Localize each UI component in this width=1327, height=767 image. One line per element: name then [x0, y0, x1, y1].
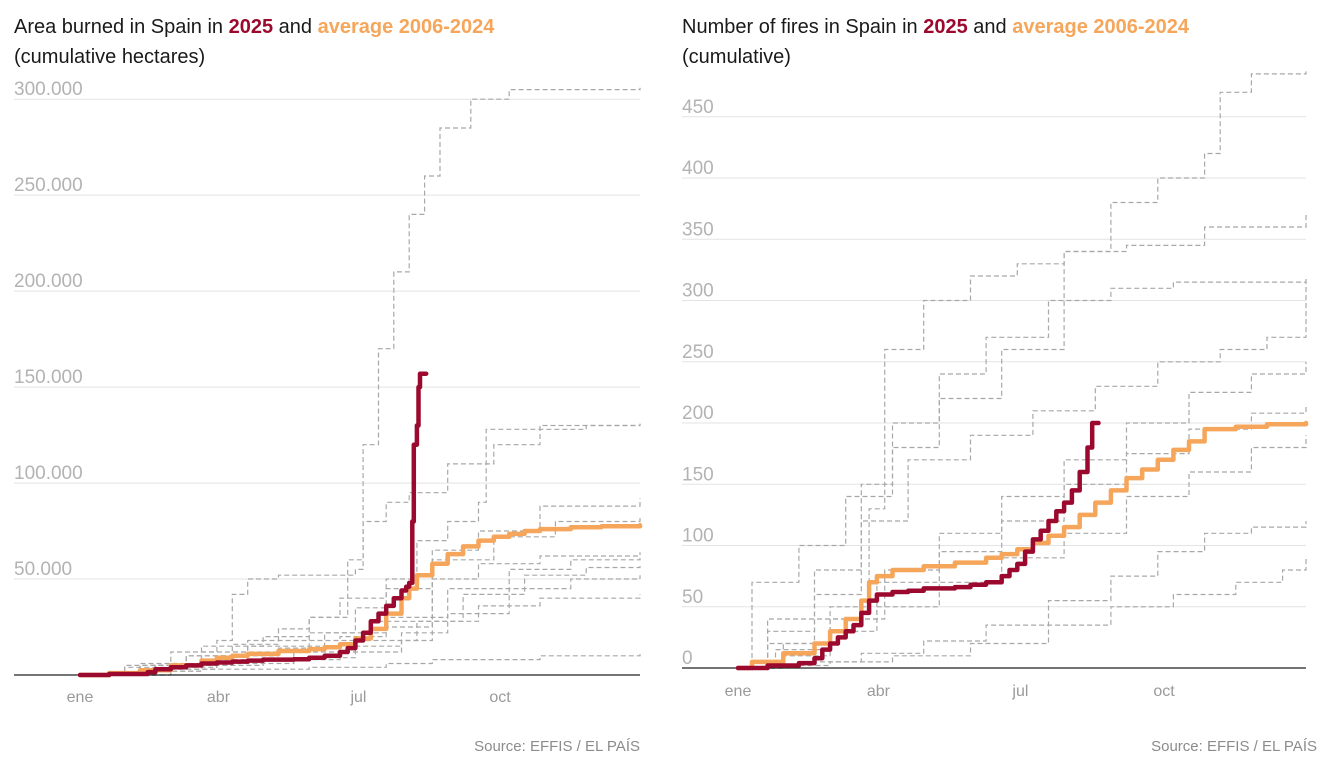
past-year-line — [80, 563, 641, 676]
average-line — [77, 523, 643, 678]
y-tick-label: 200.000 — [14, 271, 83, 292]
past-year-line — [738, 521, 1307, 669]
x-tick-label: jul — [349, 689, 366, 706]
y-tick-label: 300 — [682, 281, 714, 302]
past-year-line — [738, 435, 1307, 669]
past-year-line — [80, 552, 641, 676]
title-prefix: Number of fires in Spain in — [682, 16, 924, 38]
title-average: average 2006-2024 — [1012, 16, 1190, 38]
past-year-line — [80, 517, 641, 676]
chart-subtitle: (cumulative hectares) — [14, 46, 206, 68]
x-tick-label: ene — [67, 689, 94, 706]
x-tick-label: jul — [1011, 683, 1028, 700]
y-tick-label: 0 — [682, 648, 693, 669]
title-year-2025: 2025 — [923, 16, 968, 38]
y-tick-label: 100 — [682, 526, 714, 547]
area-burned-chart: Area burned in Spain in 2025 and average… — [0, 0, 650, 767]
title-prefix: Area burned in Spain in — [14, 16, 229, 38]
x-tick-label: abr — [207, 689, 231, 706]
y-tick-label: 300.000 — [14, 79, 83, 100]
past-year-line — [738, 71, 1307, 669]
past-year-line — [80, 87, 641, 676]
past-year-line — [738, 282, 1307, 669]
title-average: average 2006-2024 — [317, 16, 495, 38]
y-tick-label: 450 — [682, 97, 714, 118]
past-year-line — [80, 652, 641, 676]
x-tick-label: abr — [867, 683, 891, 700]
y-tick-label: 150 — [682, 464, 714, 485]
y-tick-label: 150.000 — [14, 367, 83, 388]
past-year-line — [80, 575, 641, 676]
y-tick-label: 250 — [682, 342, 714, 363]
title-and: and — [273, 16, 318, 38]
title-and: and — [967, 16, 1013, 38]
x-tick-label: ene — [725, 683, 752, 700]
source-note: Source: EFFIS / EL PAÍS — [474, 738, 640, 755]
past-year-line — [738, 361, 1307, 669]
past-year-line — [738, 278, 1307, 669]
past-year-line — [738, 214, 1307, 669]
fires-count-chart: Number of fires in Spain in 2025 and ave… — [668, 0, 1327, 767]
chart-title: Number of fires in Spain in 2025 and ave… — [682, 12, 1189, 72]
y-tick-label: 200 — [682, 403, 714, 424]
past-year-line — [738, 404, 1307, 669]
y-tick-label: 100.000 — [14, 463, 83, 484]
chart-subtitle: (cumulative) — [682, 46, 791, 68]
series-2025-line — [77, 371, 429, 678]
x-tick-label: oct — [489, 689, 511, 706]
source-note: Source: EFFIS / EL PAÍS — [1151, 738, 1317, 755]
title-year-2025: 2025 — [228, 16, 274, 38]
past-year-line — [80, 556, 641, 676]
y-tick-label: 350 — [682, 219, 714, 240]
y-tick-label: 400 — [682, 158, 714, 179]
area-plot: 50.000 100.000 150.000 200.000 250.000 300.00… — [14, 79, 643, 706]
x-tick-label: oct — [1153, 683, 1175, 700]
past-year-line — [80, 424, 640, 676]
series-2025-line — [735, 420, 1101, 671]
chart-title: Area burned in Spain in 2025 and average… — [14, 12, 494, 72]
y-tick-label: 50.000 — [14, 559, 72, 580]
y-tick-label: 50 — [682, 587, 703, 608]
fires-plot: 0 50 100 150 200 250 300 350 400 450 ene abr jul oct — [682, 71, 1309, 700]
past-year-line — [80, 594, 641, 676]
y-tick-label: 250.000 — [14, 175, 83, 196]
